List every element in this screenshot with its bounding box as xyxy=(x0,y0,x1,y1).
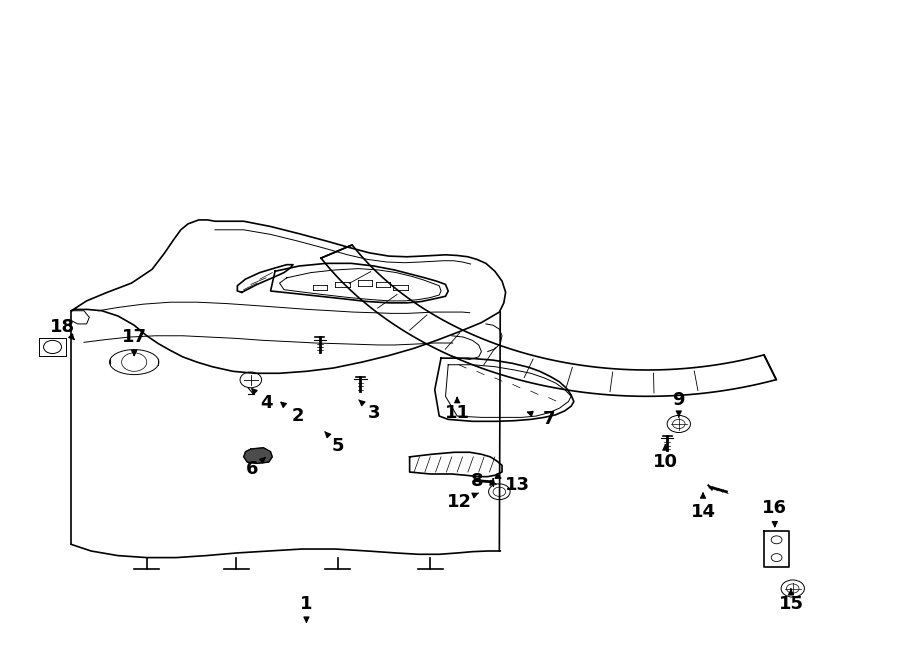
Text: 11: 11 xyxy=(445,404,470,422)
Text: 4: 4 xyxy=(260,394,273,412)
Text: 17: 17 xyxy=(122,328,147,346)
Text: 2: 2 xyxy=(292,407,303,425)
Text: 10: 10 xyxy=(652,453,678,471)
Text: 15: 15 xyxy=(778,595,804,613)
Text: 16: 16 xyxy=(762,499,788,517)
Text: 9: 9 xyxy=(672,391,685,408)
Text: 8: 8 xyxy=(471,471,483,490)
Text: 14: 14 xyxy=(690,502,716,520)
Text: 12: 12 xyxy=(446,492,472,511)
Polygon shape xyxy=(244,447,273,463)
Text: 5: 5 xyxy=(331,437,344,455)
Text: 3: 3 xyxy=(367,404,380,422)
Text: 13: 13 xyxy=(505,476,530,494)
Text: 7: 7 xyxy=(543,410,555,428)
Text: 6: 6 xyxy=(247,460,259,478)
Text: 18: 18 xyxy=(50,318,75,336)
Text: 1: 1 xyxy=(301,595,312,613)
